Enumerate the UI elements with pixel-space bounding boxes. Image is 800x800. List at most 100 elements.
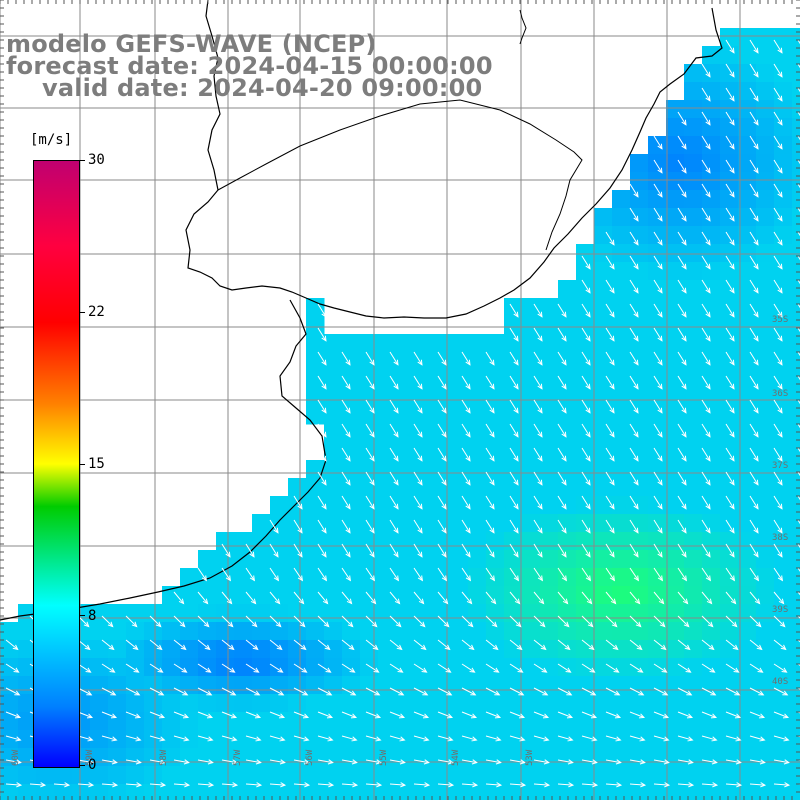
arrow-shaft [125,663,139,673]
wind-arrow [413,759,430,765]
arrow-head [729,119,735,126]
speed-cell [648,154,667,173]
speed-cell [738,262,757,281]
wind-arrow [533,687,549,696]
speed-cell [18,784,37,800]
speed-cell [720,334,739,353]
speed-cell [792,244,800,263]
coastline-inland [217,99,583,251]
wind-arrow [437,543,447,558]
speed-cell [684,460,703,479]
arrow-head [207,759,214,765]
speed-cell [486,604,505,623]
arrow-head [369,359,375,366]
arrow-shaft [437,447,447,461]
speed-cell [432,478,451,497]
arrow-head [489,407,495,414]
arrow-head [537,503,543,510]
speed-cell [252,784,271,800]
wind-arrow [557,351,567,366]
arrow-head [467,621,474,628]
wind-arrow [701,255,711,270]
speed-cell [648,640,667,659]
speed-cell [576,712,595,731]
wind-arrow [317,615,330,628]
arrow-shaft [509,399,519,413]
arrow-head [417,551,423,558]
wind-arrow [677,255,687,270]
speed-cell [774,784,793,800]
speed-cell [648,244,667,263]
speed-cell [180,712,199,731]
speed-cell [324,712,343,731]
arrow-shaft [413,759,429,764]
speed-cell [630,334,649,353]
wind-arrow [605,687,621,696]
arrow-shaft [773,447,783,461]
speed-cell [180,748,199,767]
speed-cell [576,370,595,389]
arrow-shaft [389,711,405,718]
speed-cell [738,172,757,191]
wind-arrow [653,615,666,628]
wind-arrow [677,687,693,696]
arrow-shaft [365,375,375,389]
speed-cell [468,604,487,623]
speed-cell [612,586,631,605]
speed-cell [756,460,775,479]
arrow-head [417,359,423,366]
arrow-shaft [677,159,687,173]
arrow-head [609,479,615,486]
speed-cell [180,766,199,785]
arrow-shaft [701,591,712,604]
arrow-shaft [749,87,759,101]
arrow-head [156,644,163,651]
arrow-head [395,621,402,628]
wind-arrow [797,327,800,333]
speed-cell [504,730,523,749]
wind-arrow [557,782,575,788]
wind-arrow [581,423,591,438]
speed-cell [756,136,775,155]
speed-cell [378,730,397,749]
arrow-shaft [725,351,735,365]
speed-cell [0,622,19,641]
speed-cell [594,640,613,659]
speed-cell [378,712,397,731]
speed-cell [540,676,559,695]
arrow-head [639,759,646,765]
arrow-head [325,667,332,673]
wind-arrow [125,735,142,742]
speed-cell [360,514,379,533]
arrow-shaft [677,255,687,269]
speed-cell [432,388,451,407]
speed-cell [738,622,757,641]
wind-arrow [773,183,783,198]
speed-cell [774,64,793,83]
speed-cell [468,334,487,353]
speed-cell [792,424,800,443]
arrow-shaft [581,303,591,317]
wind-arrow [677,207,687,222]
speed-cell [720,64,739,83]
lat-label: 35S [772,315,788,325]
wind-arrow [701,519,711,534]
arrow-shaft [245,783,261,786]
speed-cell [702,46,721,65]
wind-arrow [605,567,616,582]
arrow-head [350,713,358,719]
speed-cell [108,748,127,767]
speed-cell [684,766,703,785]
speed-cell [720,550,739,569]
speed-cell [0,766,19,785]
speed-cell [288,640,307,659]
arrow-head [777,47,783,54]
arrow-shaft [485,519,495,533]
arrow-shaft [173,687,188,696]
speed-cell [108,712,127,731]
wind-arrow [749,303,759,318]
speed-cell [774,424,793,443]
wind-arrow [389,471,399,486]
arrow-head [514,598,521,605]
speed-cell [648,280,667,299]
